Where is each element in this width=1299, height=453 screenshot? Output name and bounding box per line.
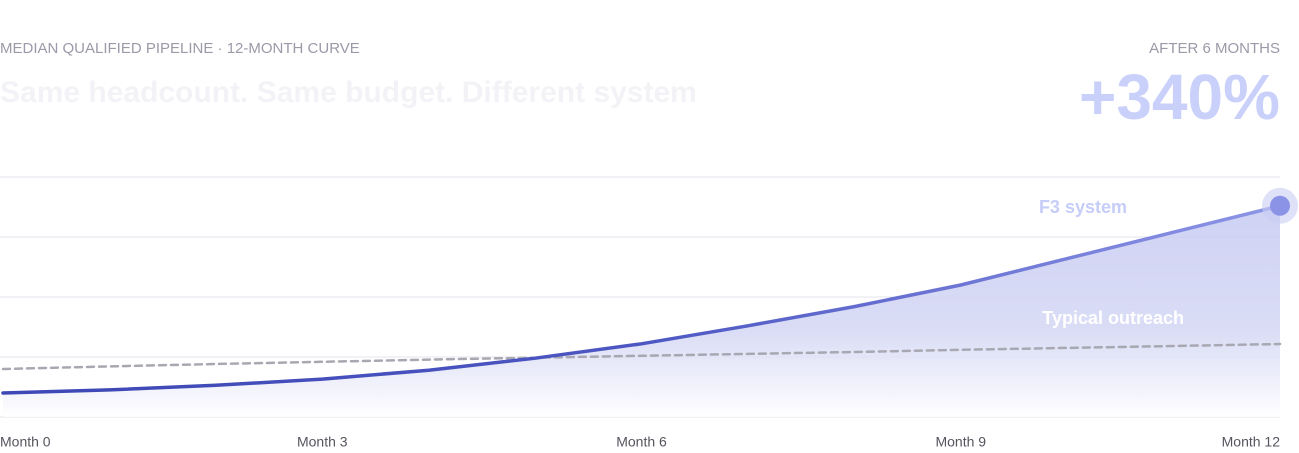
x-tick-label: Month 12 <box>1222 434 1281 450</box>
area-fill <box>3 205 1280 417</box>
callout-label: AFTER 6 MONTHS <box>1149 40 1280 57</box>
chart-title: MEDIAN QUALIFIED PIPELINE · 12-MONTH CUR… <box>0 40 360 57</box>
chart-subtitle: Same headcount. Same budget. Different s… <box>0 76 697 109</box>
x-tick-label: Month 6 <box>616 434 667 450</box>
callout-value: +340% <box>1079 61 1280 133</box>
series-label: F3 system <box>1039 197 1127 217</box>
series-label: Typical outreach <box>1042 308 1184 328</box>
x-tick-label: Month 0 <box>0 434 51 450</box>
series-line <box>1 342 1282 371</box>
x-tick-label: Month 3 <box>297 434 348 450</box>
series-line <box>1 204 1282 395</box>
endpoint-dot <box>1270 195 1290 216</box>
x-tick-label: Month 9 <box>935 434 986 450</box>
